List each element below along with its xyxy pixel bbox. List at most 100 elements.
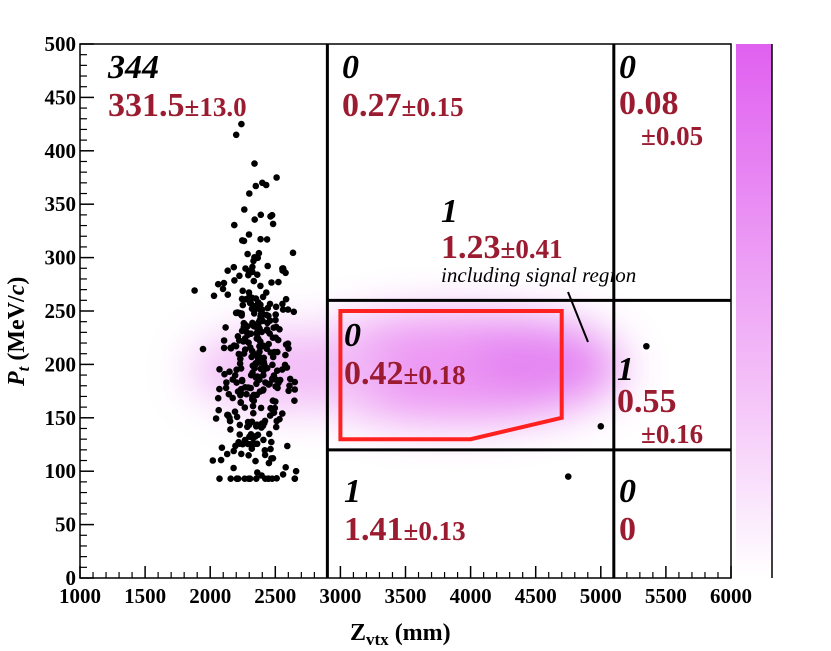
data-point [252,475,260,483]
data-point [224,267,231,275]
data-point [214,394,222,402]
data-point [226,368,233,376]
data-point [275,278,282,286]
data-point [220,344,228,352]
x-tick-label: 5000 [580,584,622,608]
data-point [282,351,289,359]
region-boundaries [325,44,731,578]
data-point [265,459,273,467]
data-point [279,471,287,478]
expected-error: ±0.15 [402,92,464,122]
data-point [257,235,264,243]
data-point [279,300,286,308]
data-point [276,326,283,333]
data-point [254,355,262,362]
data-point [267,349,275,356]
data-point [253,271,261,279]
data-point [279,265,286,272]
data-point [233,366,240,374]
data-point [232,131,240,139]
expected-error: ±0.41 [501,234,563,264]
data-point [272,423,280,431]
data-point [266,430,273,438]
data-point [282,295,290,303]
data-point [284,442,291,450]
x-tick-label: 3000 [319,584,361,608]
y-tick-label: 150 [45,406,77,430]
x-tick-label: 4000 [450,584,492,608]
region-top-middle-label: 0 0.27±0.15 [342,49,464,124]
data-point [256,316,264,324]
signal-region-box [338,309,564,442]
data-point [245,475,252,483]
data-point [231,221,238,229]
y-tick-label: 300 [45,246,77,270]
x-tick-label: 4500 [515,584,557,608]
expected-value: 331.5 [108,87,185,124]
data-point [252,182,260,190]
x-tick-label: 5500 [645,584,687,608]
data-point [245,267,252,275]
expected-error: ±0.13 [404,516,466,546]
expected-value: 0.42 [344,355,404,392]
data-point [230,263,238,271]
data-point [263,311,270,319]
region-top-left-label: 344 331.5±13.0 [107,49,247,124]
y-tick-label: 250 [45,299,77,323]
data-point [245,452,252,459]
data-point [234,333,242,340]
data-point [227,426,234,433]
data-point [254,373,261,380]
data-point [223,379,230,386]
data-point [282,464,290,471]
data-point [225,390,233,398]
data-point [250,277,258,285]
data-point [236,421,244,429]
data-point [220,337,228,344]
data-point [272,383,279,390]
data-point [224,291,232,299]
data-point [231,372,239,379]
data-point [248,294,256,302]
data-point [220,279,228,287]
x-tick-label: 3500 [385,584,427,608]
observed-count: 0 [619,49,636,86]
data-point [214,280,222,288]
data-point [236,431,243,438]
data-point [252,361,259,369]
x-tick-label: 1000 [59,584,101,608]
data-point [209,457,217,464]
data-point [263,289,270,296]
data-point [238,120,245,128]
data-point [279,306,287,313]
svg-text:1.41±0.13: 1.41±0.13 [344,511,466,548]
data-point [264,304,272,312]
data-point [269,397,277,405]
data-point [258,306,266,314]
expected-value: 0.27 [342,87,402,124]
data-point [269,361,276,369]
data-point [255,249,263,257]
data-point [265,340,273,348]
observed-count: 1 [617,351,634,388]
data-point [253,440,261,448]
data-point [236,440,244,448]
data-point [269,455,277,462]
svg-text:0.42±0.18: 0.42±0.18 [344,355,466,392]
data-point-outlier [643,342,650,350]
data-point [216,475,223,483]
expected-error: ±0.05 [641,121,703,151]
data-point [249,402,257,410]
x-tick-label: 1500 [124,584,166,608]
y-tick-label: 400 [45,139,77,163]
x-axis-title: Zvtx (mm) [350,620,451,649]
observed-count: 0 [342,49,359,86]
data-point [269,334,277,342]
expected-value: 1.23 [441,229,501,266]
data-point [268,438,275,446]
data-point [222,324,229,331]
data-point [240,338,247,345]
data-point [286,375,294,383]
data-point [260,354,268,362]
